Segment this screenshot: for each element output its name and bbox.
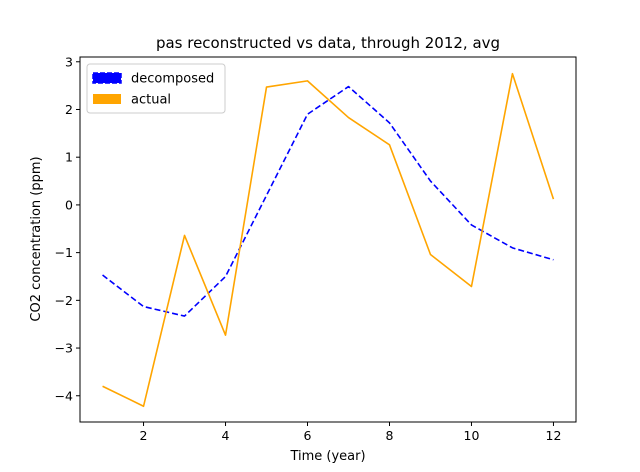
y-tick-label: 1: [65, 150, 73, 165]
legend-swatch-actual: [93, 94, 121, 104]
x-tick-label: 6: [304, 428, 312, 443]
x-tick-label: 4: [222, 428, 230, 443]
legend-label-actual: actual: [131, 93, 171, 108]
legend-swatch-decomposed: [92, 72, 122, 84]
y-tick-label: −4: [55, 388, 73, 403]
series-line-decomposed: [102, 85, 554, 317]
x-axis: 2 4 6 8 10 12: [140, 422, 562, 443]
y-tick-label: −1: [55, 245, 73, 260]
plot-frame: [79, 56, 577, 423]
y-axis-label: CO2 concentration (ppm): [29, 156, 44, 321]
legend-label-decomposed: decomposed: [131, 72, 214, 87]
legend: decomposed actual: [86, 63, 226, 114]
x-axis-label: Time (year): [289, 449, 365, 464]
y-tick-label: 2: [65, 102, 73, 117]
y-tick-label: −2: [55, 293, 73, 308]
y-axis: −4 −3 −2 −1 0 1 2 3: [55, 54, 80, 403]
series-line-actual: [102, 72, 555, 408]
y-tick-label: −3: [55, 341, 73, 356]
series-layer: [102, 72, 555, 408]
x-tick-label: 10: [464, 428, 480, 443]
x-tick-label: 2: [140, 428, 148, 443]
y-tick-label: 3: [65, 54, 73, 69]
y-tick-label: 0: [65, 197, 73, 212]
chart-title: pas reconstructed vs data, through 2012,…: [156, 34, 500, 52]
x-tick-label: 12: [546, 428, 562, 443]
x-tick-label: 8: [386, 428, 394, 443]
